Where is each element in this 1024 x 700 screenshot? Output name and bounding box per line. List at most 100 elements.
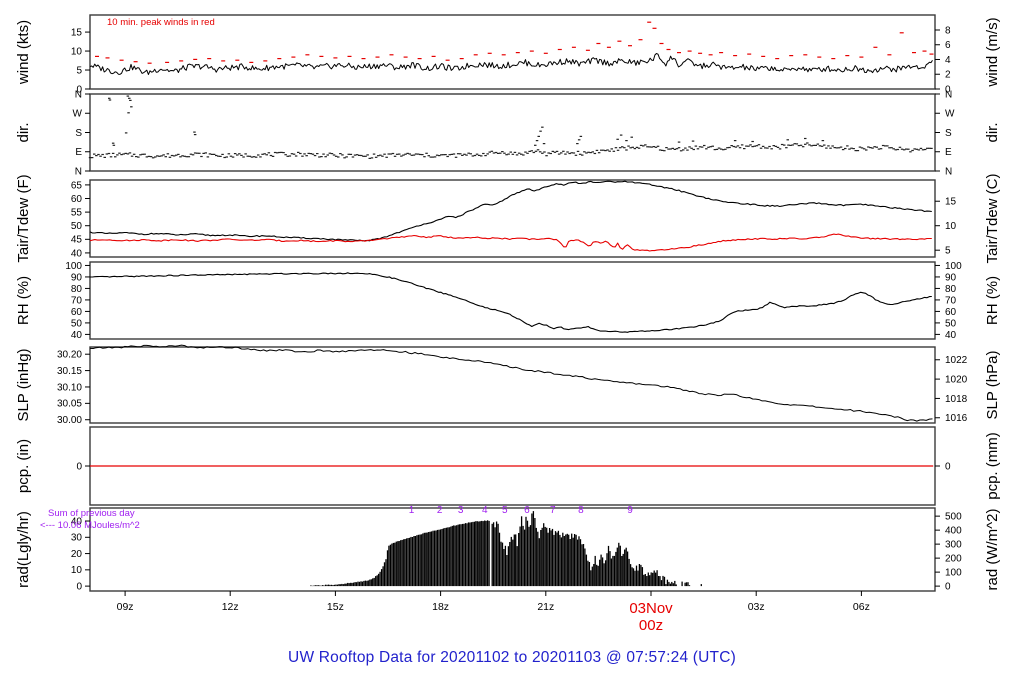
ytick-right-rad: 200: [945, 554, 962, 565]
ytick-right-wind: 2: [945, 70, 951, 81]
ylabel-right-temp: Tair/Tdew (C): [984, 173, 1001, 263]
ytick-left-wind: 10: [71, 46, 83, 57]
ytick-right-rh: 70: [945, 295, 957, 306]
ytick-right-wind: 6: [945, 40, 951, 51]
ytick-right-wind: 4: [945, 55, 951, 66]
ytick-left-rad: 40: [71, 516, 83, 527]
ytick-right-slp: 1016: [945, 413, 968, 424]
ylabel-left-wind: wind (kts): [15, 20, 32, 85]
ytick-right-slp: 1020: [945, 375, 968, 386]
ytick-right-temp: 5: [945, 246, 951, 257]
ytick-left-wind: 5: [76, 65, 82, 76]
ytick-left-slp: 30.10: [57, 382, 82, 393]
ytick-left-rh: 90: [71, 272, 83, 283]
rad-sum-marker: 1: [409, 505, 415, 516]
panel-wind: 0 5 10 15 0 2 4 6 8 wind (kts) wind (m/s): [15, 14, 1001, 95]
ytick-left-rh: 70: [71, 295, 83, 306]
figure-title: UW Rooftop Data for 20201102 to 20201103…: [288, 649, 736, 666]
panel-slp: 30.00 30.05 30.10 30.15 30.20 1016 1018 1020 102…: [15, 344, 1001, 426]
rad-sum-marker: 5: [502, 505, 508, 516]
ylabel-left-rad: rad(Lgly/hr): [15, 511, 32, 588]
annotation-text: <--- 10.06 MJoules/m^2: [40, 520, 140, 531]
series-wind-peak-10min: [95, 21, 934, 64]
annotation-text: Sum of previous day: [48, 508, 135, 519]
ylabel-right-rh: RH (%): [984, 276, 1001, 325]
ytick-right-rh: 90: [945, 272, 957, 283]
ytick-right-rh: 50: [945, 318, 957, 329]
ytick-right-pcp: 0: [945, 461, 951, 472]
panel-temp: 40 45 50 55 60 65 5 10 15 Tair/Tdew (F) Tair/Tdew …: [15, 173, 1001, 263]
ylabel-left-slp: SLP (inHg): [15, 348, 32, 421]
ytick-right-slp: 1018: [945, 394, 968, 405]
ytick-right-rad: 500: [945, 512, 962, 523]
ytick-left-pcp: 0: [76, 461, 82, 472]
ytick-left-rh: 80: [71, 284, 83, 295]
ytick-right-rad: 100: [945, 568, 962, 579]
ytick-right-dir: E: [945, 147, 952, 158]
ytick-left-temp: 45: [71, 235, 83, 246]
ytick-left-rad: 30: [71, 533, 83, 544]
ytick-left-slp: 30.20: [57, 350, 82, 361]
panel-pcp: 0 0 pcp. (in) pcp. (mm): [15, 426, 1001, 506]
xtick-label: 18z: [432, 601, 449, 613]
ylabel-right-pcp: pcp. (mm): [984, 432, 1001, 500]
xtick-label-highlight: 00z: [639, 617, 663, 634]
ytick-right-rad: 400: [945, 526, 962, 537]
ytick-right-rh: 40: [945, 330, 957, 341]
series-tdew: [89, 233, 932, 252]
xtick-label: 21z: [537, 601, 554, 613]
series-slp: [89, 344, 933, 422]
ytick-left-temp: 65: [71, 180, 83, 191]
ytick-left-dir: N: [75, 89, 82, 100]
rad-sum-marker: 6: [524, 505, 530, 516]
ylabel-right-slp: SLP (hPa): [984, 351, 1001, 420]
ytick-left-wind: 0: [76, 84, 82, 95]
ytick-left-dir: E: [75, 147, 82, 158]
ytick-left-temp: 50: [71, 221, 83, 232]
series-tair: [89, 180, 932, 242]
ylabel-left-temp: Tair/Tdew (F): [15, 174, 32, 262]
xtick-label: 15z: [327, 601, 344, 613]
xtick-label: 09z: [117, 601, 134, 613]
ytick-right-rh: 60: [945, 307, 957, 318]
rad-sum-marker: 3: [458, 505, 464, 516]
ytick-right-rad: 0: [945, 582, 951, 593]
ytick-left-temp: 55: [71, 208, 83, 219]
ytick-left-temp: 60: [71, 194, 83, 205]
ytick-right-slp: 1022: [945, 355, 968, 366]
series-wind-avg: [89, 53, 933, 75]
ytick-left-slp: 30.15: [57, 366, 82, 377]
ylabel-left-dir: dir.: [15, 122, 32, 142]
ytick-right-rh: 80: [945, 284, 957, 295]
ytick-left-rh: 40: [71, 330, 83, 341]
series-wind-direction: [88, 95, 933, 159]
ytick-left-rad: 20: [71, 549, 83, 560]
rad-sum-marker: 2: [437, 505, 443, 516]
ytick-left-slp: 30.05: [57, 399, 82, 410]
ytick-right-dir: N: [945, 166, 952, 177]
series-rh: [90, 272, 932, 333]
ytick-left-rh: 50: [71, 318, 83, 329]
ylabel-right-wind: wind (m/s): [984, 17, 1001, 87]
rad-sum-marker: 4: [482, 505, 488, 516]
ytick-right-temp: 10: [945, 221, 957, 232]
series-solar-rad-afternoon: [491, 511, 702, 587]
series-solar-rad-morning: [310, 520, 490, 587]
ytick-left-dir: W: [73, 109, 83, 120]
ytick-left-rad: 10: [71, 565, 83, 576]
ytick-right-dir: N: [945, 89, 952, 100]
rad-sum-marker: 8: [578, 505, 584, 516]
ytick-left-dir: N: [75, 166, 82, 177]
ytick-right-rh: 100: [945, 261, 962, 272]
ytick-right-dir: S: [945, 128, 952, 139]
ytick-left-rad: 0: [76, 582, 82, 593]
ytick-left-temp: 40: [71, 248, 83, 259]
rad-sum-marker: 7: [550, 505, 556, 516]
ytick-right-rad: 300: [945, 540, 962, 551]
ytick-right-wind: 8: [945, 25, 951, 36]
